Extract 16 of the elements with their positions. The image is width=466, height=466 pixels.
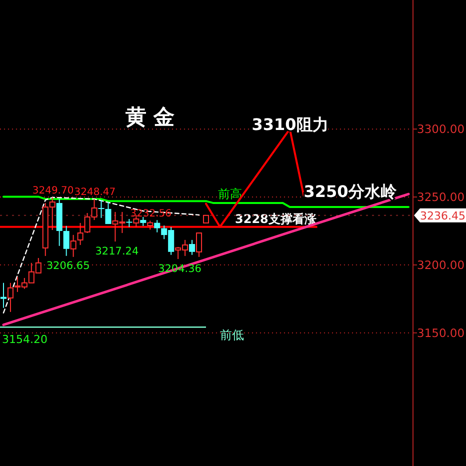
annotation: 3154.20 [2, 333, 48, 346]
annotation: 3250分水岭 [304, 182, 398, 201]
ref-line-label: 前低 [220, 328, 244, 342]
annotation: 3310阻力 [252, 115, 328, 134]
ref-line-label: 3236.45 [420, 209, 466, 222]
ref-line-label: 3228支撑看涨 [235, 212, 318, 226]
annotation: 3206.65 [46, 260, 90, 272]
ytick: 3250.00 [417, 190, 465, 204]
text: 黄 金 [124, 105, 175, 129]
annotation: 3232.56 [130, 208, 172, 220]
ytick: 3200.00 [417, 258, 465, 272]
annotation: 3249.70 [32, 185, 74, 196]
annotation: 3248.47 [74, 187, 116, 198]
annotation: 3217.24 [95, 246, 139, 258]
ytick: 3300.00 [417, 122, 465, 136]
ytick: 3150.00 [417, 326, 465, 340]
